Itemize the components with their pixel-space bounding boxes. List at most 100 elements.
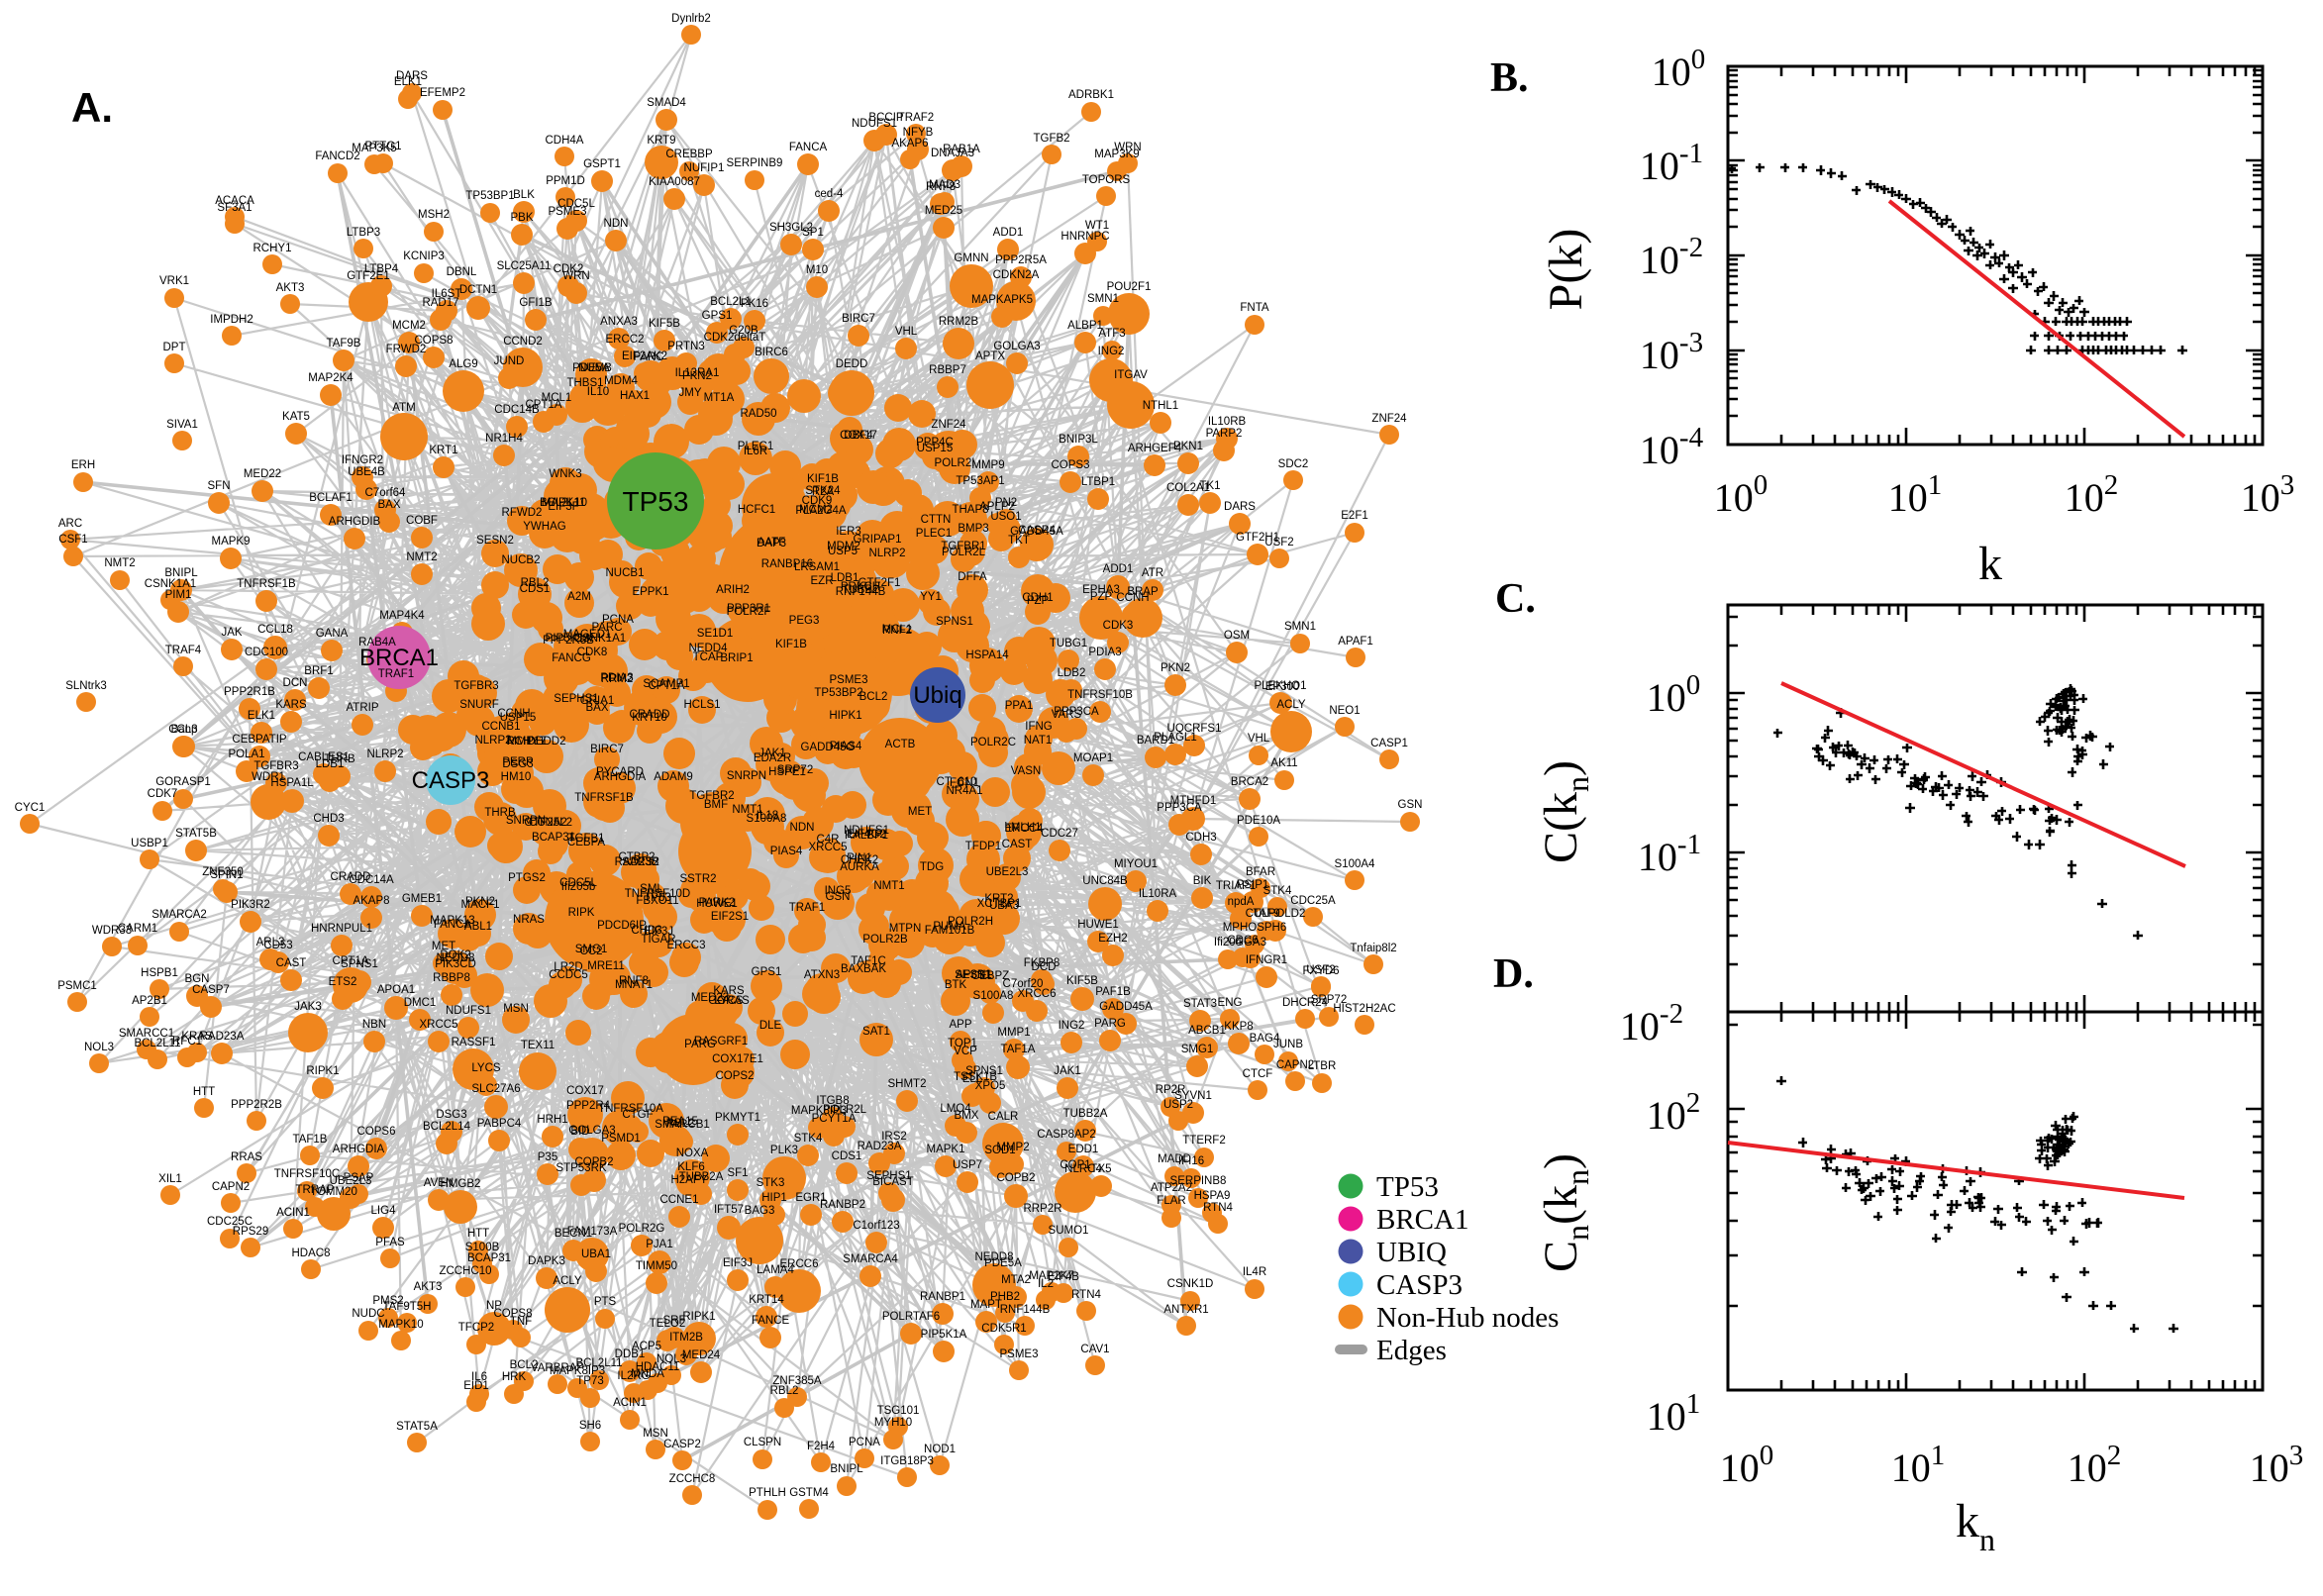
svg-text:HRH1: HRH1	[537, 1114, 567, 1126]
svg-text:PZP: PZP	[1027, 595, 1050, 607]
svg-text:TNFRSF10C: TNFRSF10C	[274, 1168, 340, 1180]
svg-text:BAX: BAX	[585, 702, 608, 714]
svg-text:PMS2: PMS2	[372, 1295, 403, 1307]
svg-text:CCNH: CCNH	[1116, 592, 1149, 604]
svg-text:PYCARD: PYCARD	[596, 766, 644, 778]
svg-text:PKMYT1: PKMYT1	[715, 1112, 760, 1124]
svg-text:COX17E1: COX17E1	[712, 1053, 763, 1065]
svg-text:STAT5B: STAT5B	[175, 828, 217, 840]
svg-text:HNRNPUL1: HNRNPUL1	[311, 923, 372, 935]
svg-text:SMARCA4: SMARCA4	[843, 1253, 898, 1265]
svg-text:LYCS: LYCS	[714, 995, 744, 1007]
svg-text:CDC14A: CDC14A	[349, 874, 394, 886]
svg-text:WRN: WRN	[562, 270, 589, 282]
svg-text:ENG: ENG	[1218, 997, 1243, 1009]
svg-text:CSNK1A1: CSNK1A1	[574, 633, 626, 645]
svg-text:MSN: MSN	[503, 1003, 529, 1015]
svg-text:SDC2: SDC2	[1278, 458, 1309, 470]
svg-text:ACIN1: ACIN1	[276, 1207, 310, 1219]
svg-text:GTF2A2: GTF2A2	[524, 817, 566, 829]
svg-text:TP53: TP53	[623, 486, 689, 517]
svg-text:NFYB: NFYB	[903, 127, 934, 139]
svg-text:UBA3: UBA3	[989, 900, 1019, 912]
svg-text:MSH2: MSH2	[418, 209, 450, 221]
svg-text:BFAR: BFAR	[1246, 866, 1275, 878]
svg-text:CSNK1D: CSNK1D	[1167, 1278, 1214, 1290]
svg-text:ZNF385A: ZNF385A	[772, 1375, 822, 1387]
svg-text:AKAP6: AKAP6	[891, 138, 928, 150]
svg-text:RFC1: RFC1	[172, 1036, 202, 1047]
svg-text:ADRBK1: ADRBK1	[1068, 89, 1114, 101]
svg-text:JMY: JMY	[679, 387, 702, 399]
svg-text:NBN: NBN	[362, 1019, 386, 1031]
svg-text:HM10: HM10	[501, 771, 532, 783]
svg-text:KRT2: KRT2	[984, 893, 1013, 905]
svg-text:BRCA2: BRCA2	[1231, 776, 1268, 788]
svg-text:BRCA1: BRCA1	[359, 645, 439, 671]
svg-text:MNDA: MNDA	[631, 1368, 664, 1380]
svg-text:FANCD2: FANCD2	[315, 150, 359, 162]
svg-text:USO1: USO1	[990, 511, 1021, 523]
svg-text:TRRAP: TRRAP	[296, 1184, 335, 1196]
svg-text:PSIP1: PSIP1	[1237, 879, 1269, 891]
svg-text:NLRP2: NLRP2	[868, 548, 905, 559]
svg-text:DSG3: DSG3	[502, 758, 533, 770]
svg-text:npdA: npdA	[1228, 896, 1255, 908]
svg-text:TP53BP1: TP53BP1	[465, 190, 514, 202]
svg-text:CAST: CAST	[276, 957, 307, 969]
svg-text:XRCC5: XRCC5	[420, 1019, 458, 1031]
svg-text:SPIN1: SPIN1	[210, 869, 243, 881]
svg-text:WT1: WT1	[1085, 220, 1109, 232]
svg-text:NMT2: NMT2	[406, 551, 437, 563]
svg-text:IL2RG: IL2RG	[617, 1370, 650, 1382]
svg-text:CLSPN: CLSPN	[744, 1437, 781, 1448]
svg-text:GSPT1: GSPT1	[583, 158, 621, 170]
svg-text:PTS: PTS	[594, 1296, 617, 1308]
svg-text:MTA2: MTA2	[1001, 1274, 1031, 1286]
svg-text:RANBP2: RANBP2	[820, 1199, 865, 1211]
svg-text:NAT1: NAT1	[1024, 735, 1053, 747]
svg-text:NUMB: NUMB	[578, 362, 612, 374]
svg-text:EID1: EID1	[463, 1380, 489, 1392]
svg-text:FKBP8: FKBP8	[1024, 957, 1060, 969]
svg-text:CDK3: CDK3	[1103, 620, 1134, 632]
svg-text:MYH10: MYH10	[874, 1417, 912, 1429]
svg-text:ACP5: ACP5	[632, 1341, 661, 1352]
svg-text:FAM101B: FAM101B	[925, 925, 975, 937]
svg-text:MACF1: MACF1	[461, 899, 500, 911]
svg-text:SSTR2: SSTR2	[679, 873, 716, 885]
svg-text:MRE11: MRE11	[587, 960, 625, 972]
svg-text:DAP3: DAP3	[757, 538, 786, 549]
svg-text:RANBP16: RANBP16	[761, 558, 813, 570]
svg-text:ATR: ATR	[1142, 567, 1163, 579]
svg-text:S100A4: S100A4	[1335, 858, 1376, 870]
svg-text:GORAS: GORAS	[708, 995, 750, 1007]
svg-text:PIN1: PIN1	[847, 852, 872, 864]
svg-text:TRAF1: TRAF1	[378, 668, 414, 680]
svg-text:YWHAG: YWHAG	[523, 521, 566, 533]
svg-text:DCD: DCD	[1032, 961, 1057, 973]
svg-text:JAK1: JAK1	[758, 748, 786, 759]
svg-text:IL18: IL18	[757, 810, 778, 822]
svg-text:RTN4: RTN4	[1071, 1289, 1101, 1301]
svg-text:TUBB2A: TUBB2A	[679, 1171, 724, 1183]
svg-text:PDE5A: PDE5A	[984, 1257, 1022, 1269]
svg-text:CABLES1: CABLES1	[298, 751, 350, 763]
svg-text:IL10RA: IL10RA	[1139, 888, 1177, 900]
svg-text:GORASP1: GORASP1	[155, 776, 211, 788]
svg-text:PLA2G4A: PLA2G4A	[795, 505, 846, 517]
svg-text:TIMM50: TIMM50	[636, 1260, 677, 1272]
svg-text:POLR2B: POLR2B	[862, 934, 908, 946]
svg-text:THRB: THRB	[324, 753, 355, 765]
svg-text:NMT2: NMT2	[104, 557, 135, 569]
svg-text:ARHGDIA: ARHGDIA	[333, 1144, 385, 1155]
svg-text:FRWD2: FRWD2	[386, 344, 427, 355]
svg-text:COBF: COBF	[406, 515, 438, 527]
svg-text:PDIA3: PDIA3	[600, 672, 633, 684]
svg-text:RASSF1: RASSF1	[452, 1037, 496, 1048]
svg-text:HMGB2: HMGB2	[441, 1178, 481, 1190]
svg-text:PKN2: PKN2	[465, 896, 495, 908]
svg-text:ARIH2: ARIH2	[716, 584, 750, 596]
svg-text:BCL2L10: BCL2L10	[540, 497, 587, 509]
svg-text:BIRC7: BIRC7	[590, 744, 624, 755]
